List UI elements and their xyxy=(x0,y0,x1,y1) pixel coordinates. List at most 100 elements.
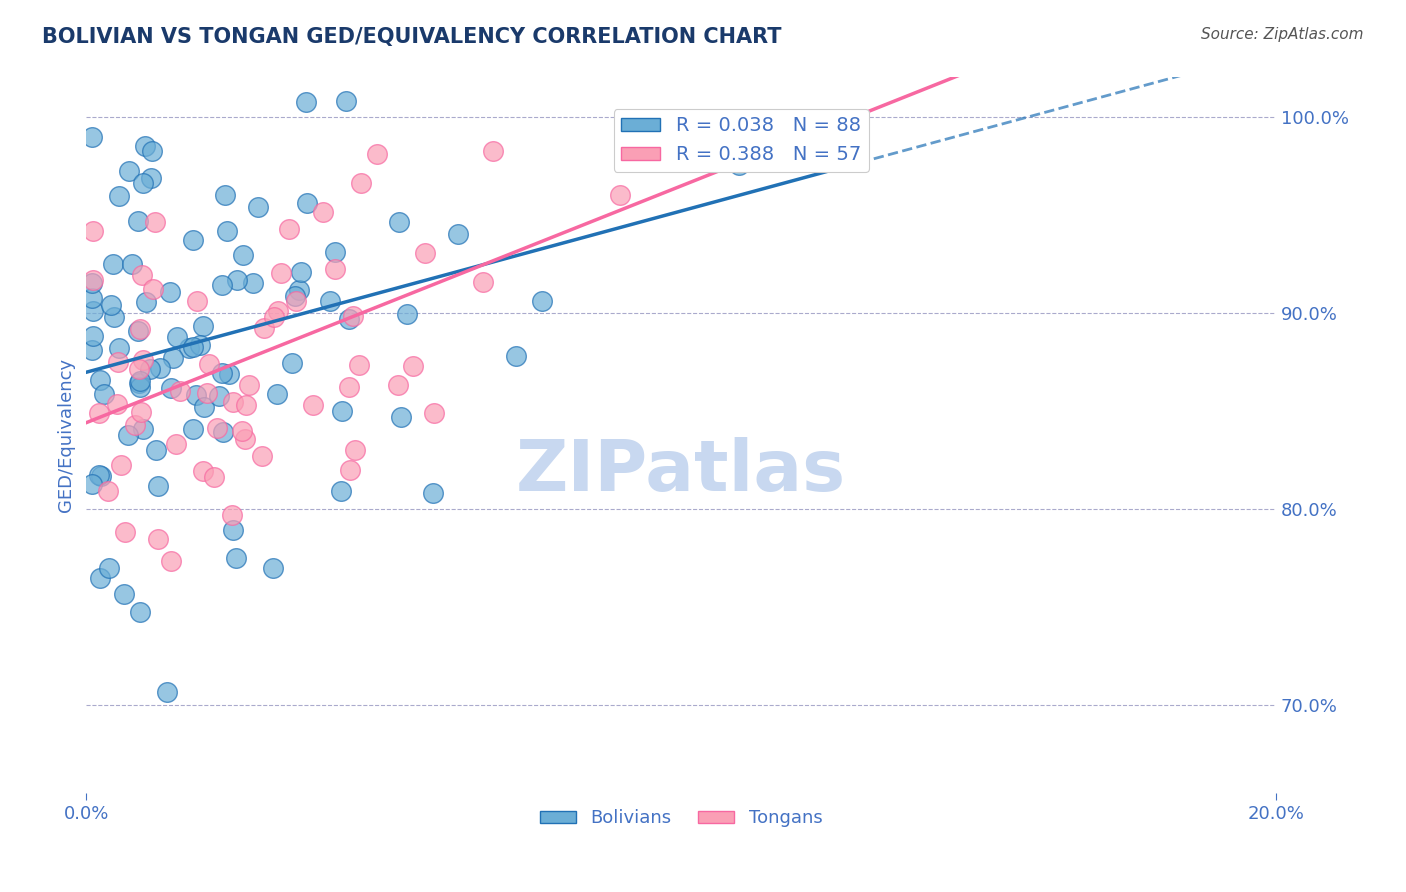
Point xyxy=(232,248,254,262)
Point xyxy=(225,550,247,565)
Text: BOLIVIAN VS TONGAN GED/EQUIVALENCY CORRELATION CHART: BOLIVIAN VS TONGAN GED/EQUIVALENCY CORRE… xyxy=(42,27,782,46)
Point xyxy=(284,289,307,303)
Point xyxy=(135,295,157,310)
Point xyxy=(288,283,311,297)
Point xyxy=(89,373,111,387)
Point xyxy=(728,158,751,172)
Point xyxy=(82,276,104,290)
Point xyxy=(148,478,170,492)
Point xyxy=(342,310,364,324)
Point xyxy=(413,246,436,260)
Point xyxy=(138,362,160,376)
Point xyxy=(100,298,122,312)
Point xyxy=(233,433,256,447)
Point xyxy=(267,304,290,318)
Point xyxy=(93,387,115,401)
Point xyxy=(128,322,150,336)
Point xyxy=(280,356,302,370)
Point xyxy=(82,291,104,305)
Point xyxy=(131,176,153,190)
Point xyxy=(266,387,288,401)
Point xyxy=(217,223,239,237)
Point xyxy=(270,266,292,280)
Point xyxy=(198,357,221,371)
Point xyxy=(193,464,215,478)
Point xyxy=(294,95,316,110)
Point xyxy=(531,293,554,308)
Point xyxy=(169,384,191,398)
Point xyxy=(103,310,125,324)
Point xyxy=(609,188,631,202)
Point xyxy=(160,381,183,395)
Point xyxy=(350,176,373,190)
Point xyxy=(188,338,211,352)
Point xyxy=(395,307,418,321)
Point xyxy=(142,282,165,296)
Point xyxy=(112,586,135,600)
Point xyxy=(231,424,253,438)
Point xyxy=(388,215,411,229)
Point xyxy=(235,398,257,412)
Point xyxy=(129,405,152,419)
Legend: Bolivians, Tongans: Bolivians, Tongans xyxy=(533,802,830,834)
Point xyxy=(297,195,319,210)
Point xyxy=(218,367,240,381)
Point xyxy=(222,395,245,409)
Point xyxy=(177,341,200,355)
Point xyxy=(145,442,167,457)
Point xyxy=(132,422,155,436)
Point xyxy=(330,404,353,418)
Point xyxy=(141,144,163,158)
Point xyxy=(337,311,360,326)
Point xyxy=(160,553,183,567)
Point xyxy=(193,401,215,415)
Point xyxy=(323,261,346,276)
Point xyxy=(127,324,149,338)
Point xyxy=(90,469,112,483)
Point xyxy=(149,361,172,376)
Point xyxy=(117,428,139,442)
Point xyxy=(186,293,208,308)
Point xyxy=(124,418,146,433)
Point xyxy=(82,130,104,145)
Point xyxy=(262,561,284,575)
Point xyxy=(128,362,150,376)
Point xyxy=(285,294,308,309)
Point xyxy=(250,449,273,463)
Point xyxy=(471,275,494,289)
Point xyxy=(162,351,184,365)
Point xyxy=(329,484,352,499)
Point xyxy=(238,378,260,392)
Point xyxy=(129,380,152,394)
Point xyxy=(242,276,264,290)
Point xyxy=(159,285,181,299)
Point xyxy=(202,469,225,483)
Point xyxy=(98,560,121,574)
Point xyxy=(337,380,360,394)
Point xyxy=(97,484,120,499)
Point xyxy=(364,37,387,51)
Point xyxy=(482,144,505,158)
Point xyxy=(82,303,104,318)
Point xyxy=(107,354,129,368)
Point xyxy=(505,350,527,364)
Point xyxy=(127,214,149,228)
Point xyxy=(377,4,399,19)
Point xyxy=(184,388,207,402)
Point xyxy=(108,341,131,355)
Point xyxy=(312,204,335,219)
Point xyxy=(183,233,205,247)
Point xyxy=(301,398,323,412)
Point xyxy=(166,330,188,344)
Point xyxy=(181,422,204,436)
Point xyxy=(430,42,453,56)
Point xyxy=(402,359,425,373)
Point xyxy=(278,222,301,236)
Point xyxy=(134,139,156,153)
Point xyxy=(211,277,233,292)
Point xyxy=(391,410,413,425)
Point xyxy=(339,463,361,477)
Point xyxy=(212,425,235,439)
Point xyxy=(82,224,104,238)
Point xyxy=(447,227,470,242)
